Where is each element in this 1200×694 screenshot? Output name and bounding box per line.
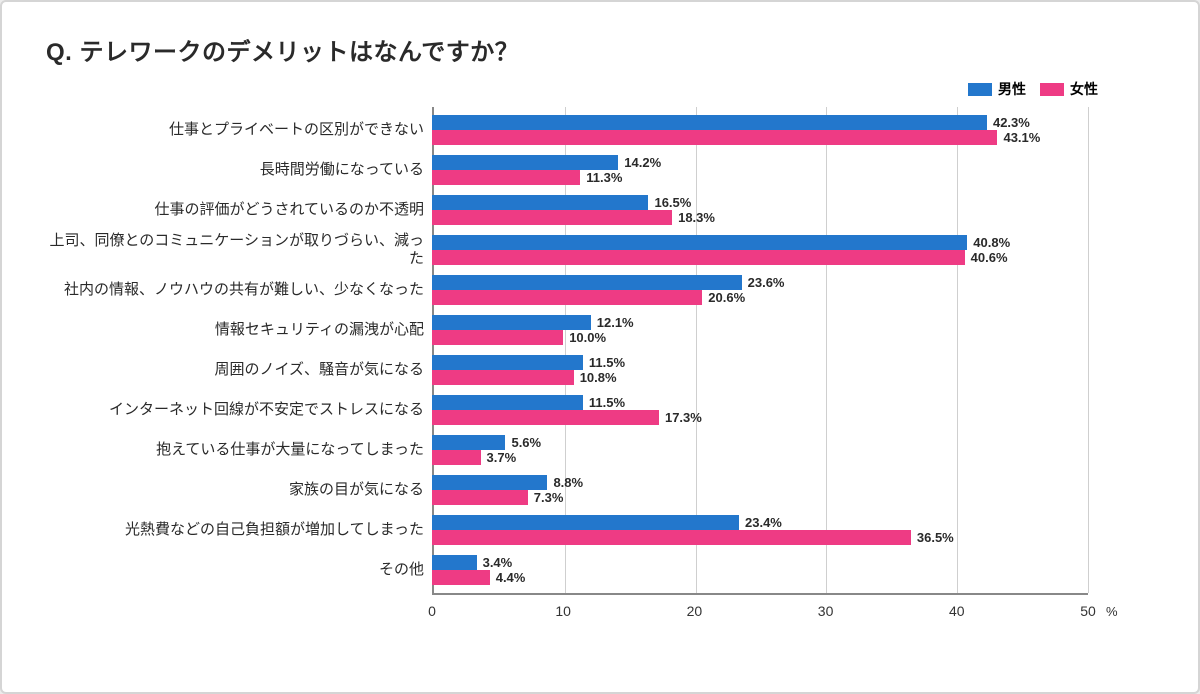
value-label-male: 23.4% [745,515,782,530]
table-row: 上司、同僚とのコミュニケーションが取りづらい、減った 40.8%40.6% [42,230,1088,270]
category-label: 家族の目が気になる [42,481,424,499]
value-label-female: 18.3% [678,210,715,225]
bar-female [432,570,490,585]
x-tick-label: 40 [949,603,965,619]
table-row: 仕事とプライベートの区別ができない 42.3%43.1% [42,110,1088,150]
value-label-male: 14.2% [624,155,661,170]
x-tick-label: 20 [687,603,703,619]
table-row: その他 3.4%4.4% [42,550,1088,590]
x-tick-label: 50 [1080,603,1096,619]
value-label-male: 8.8% [553,475,583,490]
category-label: 抱えている仕事が大量になってしまった [42,441,424,459]
value-label-female: 20.6% [708,290,745,305]
legend-label-female: 女性 [1070,79,1098,99]
bar-male [432,235,967,250]
category-label: 仕事の評価がどうされているのか不透明 [42,201,424,219]
value-label-female: 11.3% [586,170,622,185]
value-label-female: 4.4% [496,570,526,585]
bar-female [432,410,659,425]
x-tick-label: 0 [428,603,436,619]
value-label-female: 43.1% [1003,130,1040,145]
value-label-male: 12.1% [597,315,634,330]
table-row: 社内の情報、ノウハウの共有が難しい、少なくなった 23.6%20.6% [42,270,1088,310]
category-label: 社内の情報、ノウハウの共有が難しい、少なくなった [42,281,424,299]
table-row: 光熱費などの自己負担額が増加してしまった 23.4% 36.5% [42,510,1088,550]
bar-male [432,155,618,170]
category-label: 上司、同僚とのコミュニケーションが取りづらい、減った [42,232,424,268]
bar-male [432,475,547,490]
value-label-female: 10.0% [569,330,606,345]
legend-swatch-female [1040,83,1064,96]
bar-female [432,450,481,465]
bar-male [432,355,583,370]
value-label-female: 17.3% [665,410,702,425]
category-label: 周囲のノイズ、騒音が気になる [42,361,424,379]
bar-chart: 0 10 20 30 40 50% 仕事とプライベートの区別ができない 42.3%43.1% 長… [42,107,1158,623]
bar-male [432,195,648,210]
value-label-male: 11.5% [589,395,625,410]
x-axis-unit: % [1106,604,1118,619]
bar-female [432,330,563,345]
x-tick-label: 30 [818,603,834,619]
category-label: 長時間労働になっている [42,161,424,179]
bar-male [432,435,505,450]
bar-female [432,290,702,305]
value-label-female: 7.3% [534,490,564,505]
bar-male [432,275,742,290]
table-row: 長時間労働になっている 14.2%11.3% [42,150,1088,190]
bar-female [432,370,574,385]
value-label-female: 36.5% [917,530,954,545]
chart-card: Q. テレワークのデメリットはなんですか？ 男性 女性 0 10 20 30 40 50%… [0,0,1200,694]
value-label-male: 23.6% [748,275,785,290]
value-label-male: 42.3% [993,115,1030,130]
value-label-male: 5.6% [511,435,541,450]
table-row: インターネット回線が不安定でストレスになる 11.5% 17.3% [42,390,1088,430]
value-label-male: 3.4% [483,555,513,570]
bar-male [432,515,739,530]
value-label-female: 10.8% [580,370,617,385]
value-label-female: 3.7% [487,450,517,465]
table-row: 情報セキュリティの漏洩が心配 12.1%10.0% [42,310,1088,350]
bar-female [432,530,911,545]
bar-female [432,490,528,505]
table-row: 周囲のノイズ、騒音が気になる 11.5%10.8% [42,350,1088,390]
legend: 男性 女性 [42,79,1098,99]
value-label-male: 11.5% [589,355,625,370]
legend-item-female: 女性 [1040,79,1098,99]
bar-female [432,130,997,145]
category-label: その他 [42,561,424,579]
bar-male [432,555,477,570]
bar-male [432,115,987,130]
category-label: 光熱費などの自己負担額が増加してしまった [42,521,424,539]
value-label-male: 40.8% [973,235,1010,250]
category-label: インターネット回線が不安定でストレスになる [42,401,424,419]
x-tick-label: 10 [555,603,571,619]
category-label: 情報セキュリティの漏洩が心配 [42,321,424,339]
value-label-female: 40.6% [971,250,1008,265]
bar-female [432,210,672,225]
gridline [1088,107,1089,593]
bar-male [432,315,591,330]
bar-male [432,395,583,410]
chart-title: Q. テレワークのデメリットはなんですか？ [46,32,1158,67]
bar-female [432,250,965,265]
legend-label-male: 男性 [998,79,1026,99]
legend-item-male: 男性 [968,79,1026,99]
table-row: 家族の目が気になる 8.8%7.3% [42,470,1088,510]
bar-female [432,170,580,185]
category-label: 仕事とプライベートの区別ができない [42,121,424,139]
value-label-male: 16.5% [654,195,691,210]
table-row: 仕事の評価がどうされているのか不透明 16.5%18.3% [42,190,1088,230]
table-row: 抱えている仕事が大量になってしまった 5.6%3.7% [42,430,1088,470]
legend-swatch-male [968,83,992,96]
